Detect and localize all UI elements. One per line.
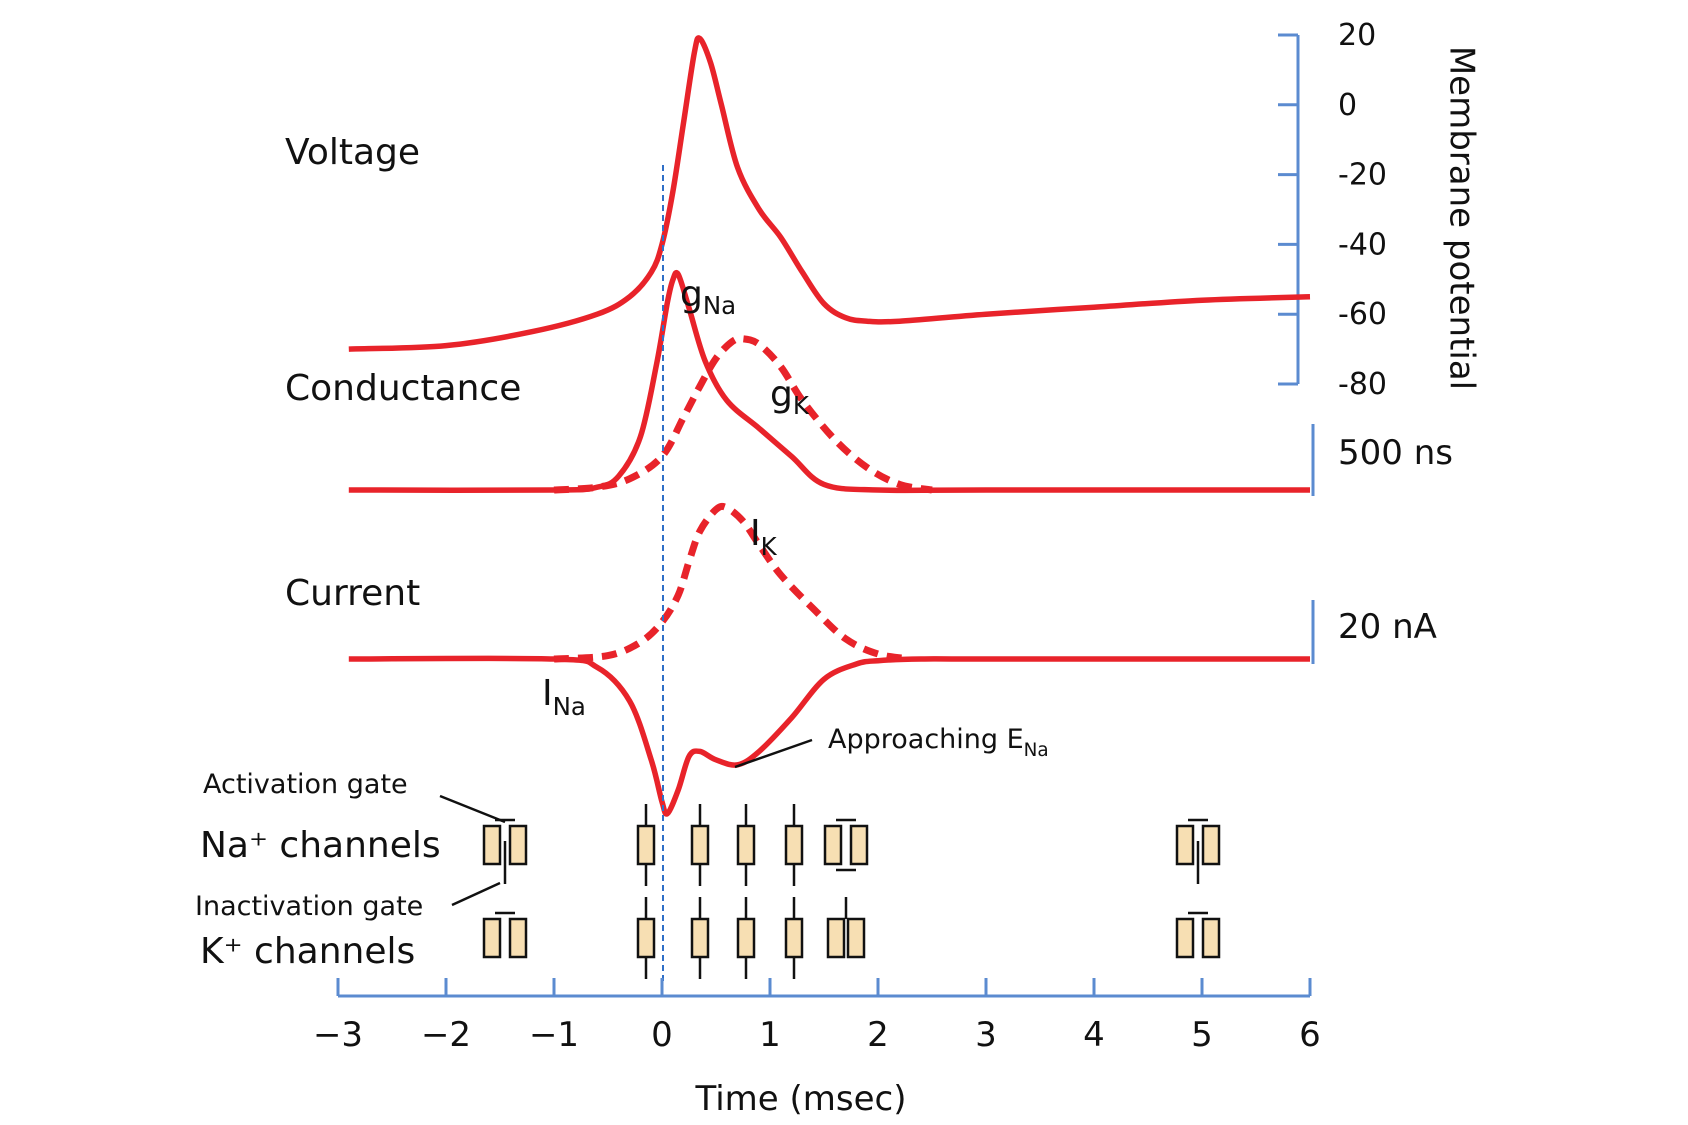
channel-wall: [482, 824, 502, 866]
approaching-ena-leader: [734, 738, 813, 769]
na-channel-recovered: [1175, 818, 1221, 884]
voltage-tick-label: -60: [1338, 297, 1387, 332]
ik-label: IK: [750, 513, 778, 561]
time-tick-label: −3: [313, 1015, 363, 1055]
time-tick-label: 2: [867, 1015, 889, 1055]
inactivation-gate-label: Inactivation gate: [195, 891, 423, 922]
channel-wall: [1175, 917, 1195, 959]
channel-wall: [636, 824, 656, 866]
voltage-tick-label: -40: [1338, 227, 1387, 262]
voltage-tick-label: -20: [1338, 158, 1387, 193]
na-channel-open: [636, 804, 656, 886]
channel-wall: [826, 917, 846, 959]
channel-wall: [736, 824, 756, 866]
time-tick-label: −2: [421, 1015, 471, 1055]
voltage-trace-series: [348, 35, 1311, 352]
activation-gate-label: Activation gate: [203, 769, 408, 800]
time-tick-label: 0: [651, 1015, 673, 1055]
na-channels-label: Na⁺ channels: [200, 825, 441, 866]
channel-wall: [508, 824, 528, 866]
gna-label: gNa: [680, 274, 736, 320]
time-tick-label: 6: [1299, 1015, 1321, 1055]
channel-wall: [636, 917, 656, 959]
activation-gate-leader: [439, 794, 506, 824]
time-tick-label: 5: [1191, 1015, 1213, 1055]
current-scale-label: 20 nA: [1338, 607, 1437, 647]
time-tick-label: 4: [1083, 1015, 1105, 1055]
channel-wall: [690, 824, 710, 866]
channel-wall: [736, 917, 756, 959]
time-tick-label: 3: [975, 1015, 997, 1055]
na-channel-inactivating: [736, 804, 756, 886]
conductance-gk-series: [553, 335, 933, 494]
time-axis-label: Time (msec): [695, 1079, 907, 1119]
channel-wall: [1201, 824, 1221, 866]
k-channel-opening: [636, 897, 656, 979]
inactivation-gate-leader: [451, 881, 501, 907]
channel-diagrams: [482, 804, 1221, 979]
k-channel-rest: [482, 911, 528, 959]
conductance-row-label: Conductance: [285, 368, 521, 409]
voltage-row-label: Voltage: [285, 132, 420, 173]
channel-wall: [784, 824, 804, 866]
time-tick-label: −1: [529, 1015, 579, 1055]
channel-wall: [823, 824, 843, 866]
k-channel-open: [736, 897, 756, 979]
time-tick-label: 1: [759, 1015, 781, 1055]
k-channel-closing: [826, 897, 866, 959]
gk-label: gK: [770, 374, 810, 420]
voltage-tick-label: -80: [1338, 367, 1387, 402]
channel-wall: [690, 917, 710, 959]
k-channel-open: [784, 897, 804, 979]
current-ik-series: [553, 502, 911, 663]
na-channel-inactivating: [784, 804, 804, 886]
voltage-tick-label: 20: [1338, 18, 1376, 53]
channel-wall: [849, 824, 869, 866]
conductance-scale-label: 500 ns: [1338, 433, 1453, 473]
voltage-axis: 20 0 -20 -40 -60 -80: [1278, 18, 1387, 402]
ina-label: INa: [542, 673, 586, 721]
channel-wall: [1175, 824, 1195, 866]
current-ina-series: [348, 655, 1310, 817]
channel-wall: [482, 917, 502, 959]
na-channel-inactivating: [690, 804, 710, 886]
time-axis: −3 −2 −1 0 1 2 3 4 5 6: [313, 978, 1321, 1055]
channel-wall: [784, 917, 804, 959]
approaching-ena-label: Approaching ENa: [828, 724, 1049, 761]
voltage-axis-label: Membrane potential: [1442, 46, 1482, 390]
channel-wall: [1201, 917, 1221, 959]
voltage-tick-label: 0: [1338, 88, 1357, 123]
k-channels-label: K⁺ channels: [200, 931, 415, 972]
channel-wall: [846, 917, 866, 959]
channel-wall: [508, 917, 528, 959]
k-channel-open: [690, 897, 710, 979]
na-channel-inactivated: [823, 818, 869, 872]
k-channel-closed: [1175, 911, 1221, 959]
na-channel-rest: [482, 818, 528, 884]
current-row-label: Current: [285, 573, 420, 614]
traces: [348, 35, 1311, 817]
